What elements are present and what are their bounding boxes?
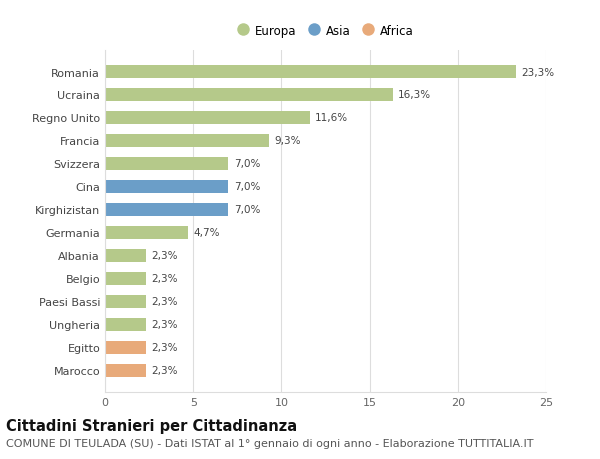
Bar — [105, 66, 516, 78]
Text: Cittadini Stranieri per Cittadinanza: Cittadini Stranieri per Cittadinanza — [6, 418, 297, 433]
Bar — [105, 341, 146, 354]
Text: 2,3%: 2,3% — [151, 297, 178, 307]
Text: 23,3%: 23,3% — [521, 67, 554, 77]
Bar — [105, 250, 146, 262]
Text: 2,3%: 2,3% — [151, 251, 178, 261]
Text: 16,3%: 16,3% — [398, 90, 431, 100]
Bar — [105, 364, 146, 377]
Bar — [105, 112, 310, 124]
Text: 2,3%: 2,3% — [151, 343, 178, 353]
Text: COMUNE DI TEULADA (SU) - Dati ISTAT al 1° gennaio di ogni anno - Elaborazione TU: COMUNE DI TEULADA (SU) - Dati ISTAT al 1… — [6, 438, 533, 448]
Bar — [105, 181, 229, 193]
Bar — [105, 273, 146, 285]
Text: 2,3%: 2,3% — [151, 366, 178, 375]
Bar — [105, 135, 269, 147]
Text: 9,3%: 9,3% — [274, 136, 301, 146]
Text: 7,0%: 7,0% — [234, 205, 260, 215]
Bar — [105, 204, 229, 216]
Text: 2,3%: 2,3% — [151, 320, 178, 330]
Bar — [105, 227, 188, 239]
Bar — [105, 89, 392, 101]
Text: 4,7%: 4,7% — [193, 228, 220, 238]
Text: 7,0%: 7,0% — [234, 159, 260, 169]
Text: 11,6%: 11,6% — [315, 113, 348, 123]
Text: 7,0%: 7,0% — [234, 182, 260, 192]
Bar — [105, 158, 229, 170]
Text: 2,3%: 2,3% — [151, 274, 178, 284]
Bar — [105, 296, 146, 308]
Bar — [105, 319, 146, 331]
Legend: Europa, Asia, Africa: Europa, Asia, Africa — [233, 21, 418, 41]
